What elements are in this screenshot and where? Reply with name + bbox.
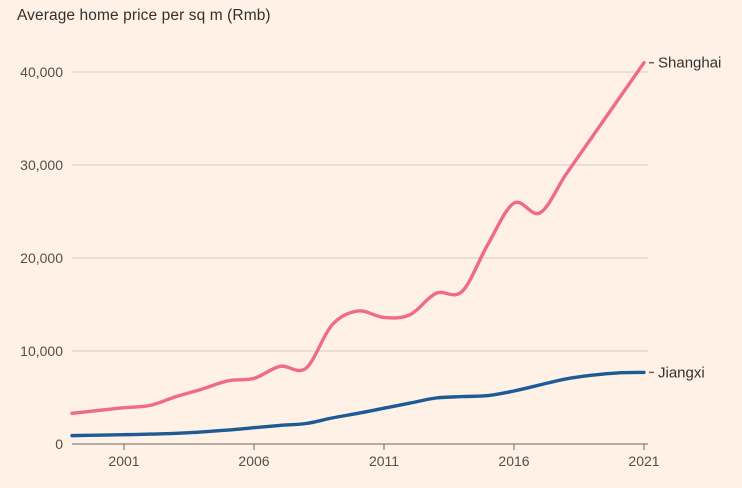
jiangxi-label: Jiangxi [658, 364, 705, 381]
x-tick-label: 2011 [369, 453, 399, 469]
y-tick-label: 10,000 [20, 343, 63, 359]
x-tick-label: 2006 [238, 453, 269, 469]
y-axis: 0 10,000 20,000 30,000 40,000 [20, 64, 63, 452]
series-lines [70, 61, 646, 438]
x-tick-label: 2021 [628, 453, 659, 469]
series-end-labels: Shanghai Jiangxi [649, 55, 721, 381]
y-tick-label: 20,000 [20, 250, 63, 266]
y-tick-label: 30,000 [20, 157, 63, 173]
y-tick-label: 0 [55, 436, 63, 452]
x-axis: 2001 2006 2011 2016 2021 [108, 444, 660, 469]
gridlines [72, 71, 648, 445]
x-tick-label: 2001 [108, 453, 139, 469]
x-tick-label: 2016 [498, 453, 529, 469]
shanghai-line [70, 61, 646, 416]
y-tick-label: 40,000 [20, 64, 63, 80]
jiangxi-line [70, 370, 646, 438]
chart-title: Average home price per sq m (Rmb) [17, 7, 271, 24]
shanghai-label: Shanghai [658, 55, 721, 72]
